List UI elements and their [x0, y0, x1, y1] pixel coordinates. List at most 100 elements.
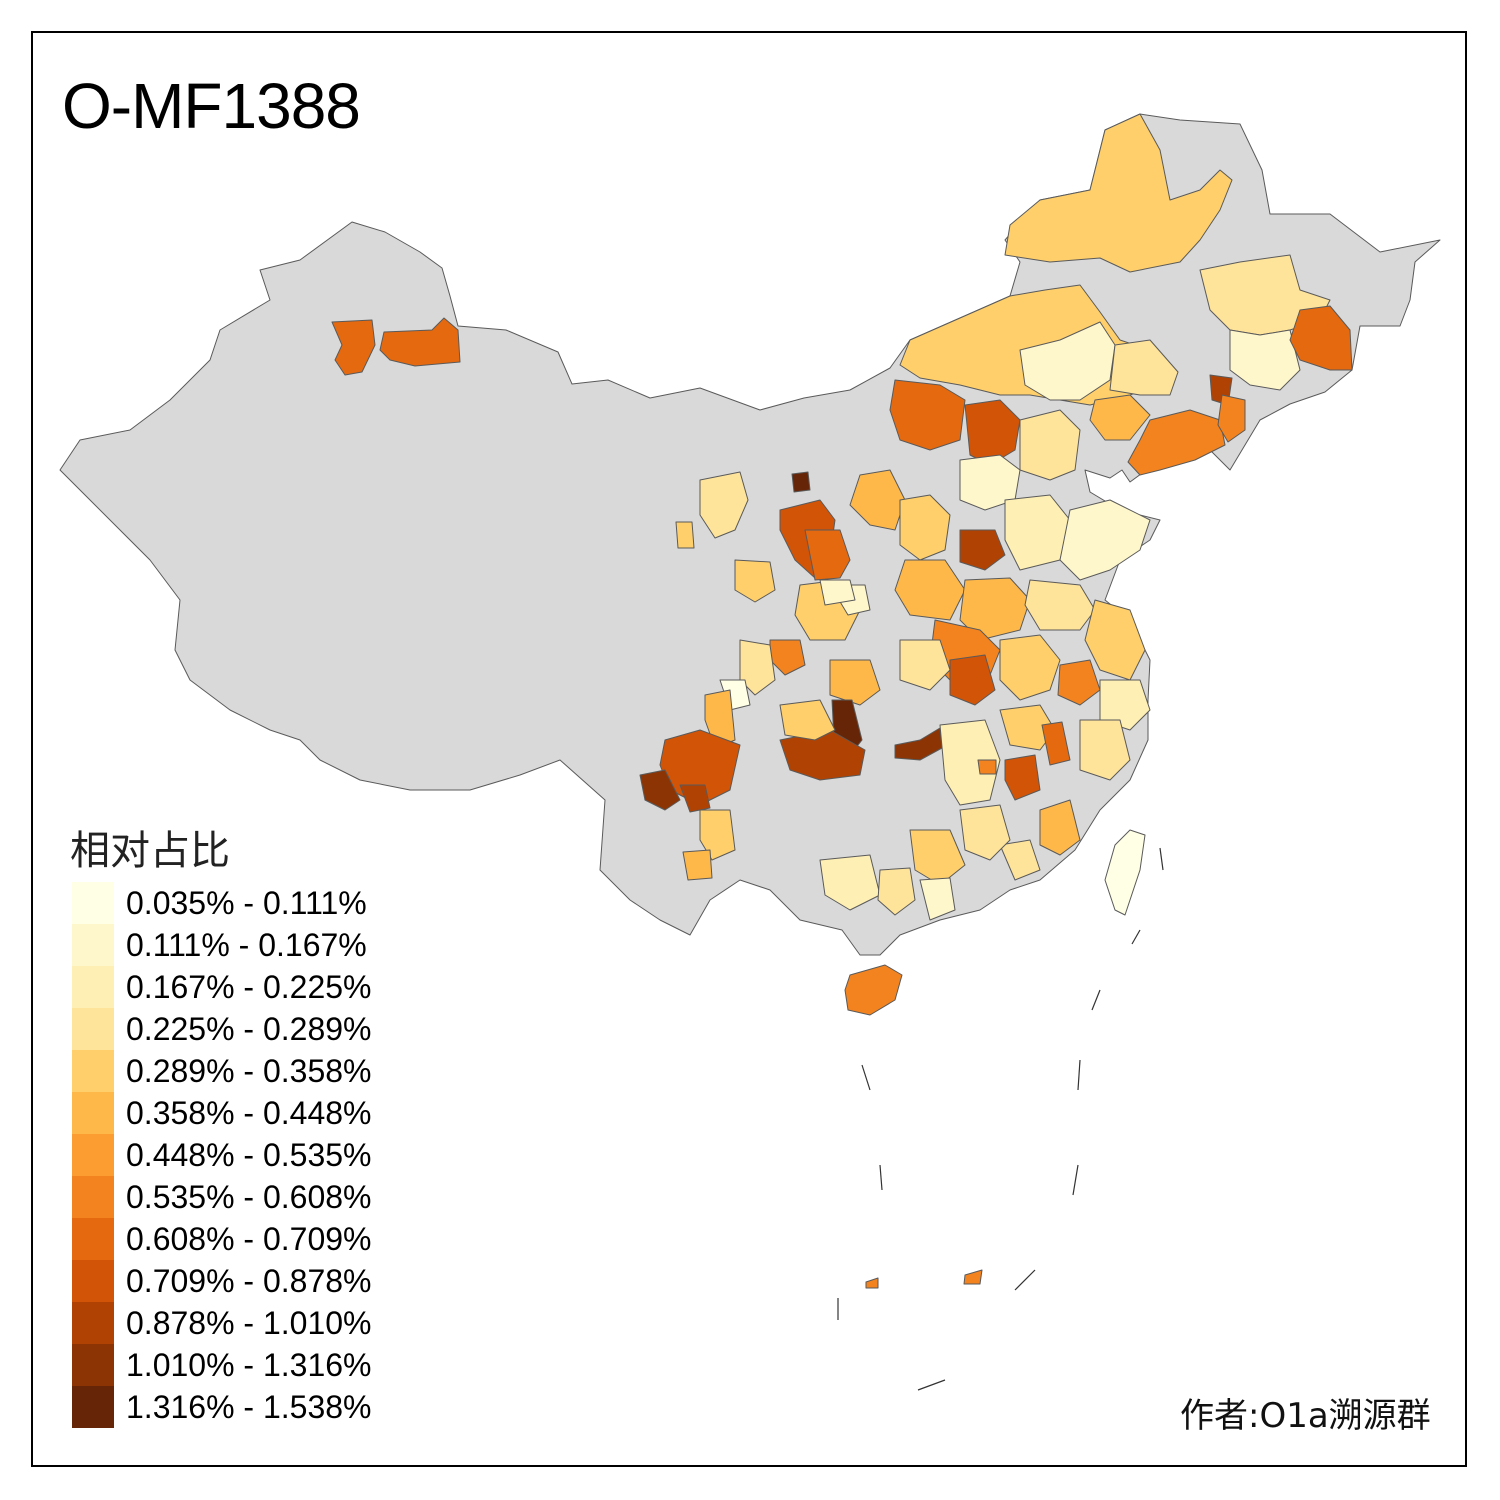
region-hulunbuir: [1004, 113, 1233, 273]
region-mudanjiang: [1289, 305, 1353, 371]
legend-label: 0.035% - 0.111%: [126, 885, 367, 921]
legend-item: 0.878% - 1.010%: [72, 1302, 412, 1344]
region-chengdu-west: [739, 639, 776, 696]
legend-item: 0.608% - 0.709%: [72, 1218, 412, 1260]
author-credit: 作者:O1a溯源群: [1180, 1396, 1431, 1436]
legend-label: 1.010% - 1.316%: [126, 1347, 372, 1383]
region-guangxi-south: [819, 854, 881, 911]
legend-item: 0.358% - 0.448%: [72, 1092, 412, 1134]
region-guangxi-east: [877, 867, 916, 916]
region-gansu-dot: [675, 521, 695, 549]
region-jiangxi-west: [1004, 754, 1041, 801]
region-wuhan: [949, 654, 996, 706]
legend-label: 0.878% - 1.010%: [126, 1305, 372, 1341]
region-hunan: [939, 719, 1001, 806]
region-yulin: [804, 529, 851, 581]
region-changde: [977, 759, 997, 775]
region-hefei: [1057, 659, 1101, 706]
region-shaanxi-yanan: [819, 579, 856, 606]
legend-label: 0.709% - 0.878%: [126, 1263, 372, 1299]
nine-dash-line: [837, 847, 1164, 1391]
legend-swatch: [72, 1050, 114, 1092]
region-jilin-central: [1019, 321, 1116, 401]
region-zhejiang: [1079, 719, 1131, 781]
legend-swatch: [72, 924, 114, 966]
region-jilin-west: [1109, 339, 1179, 396]
region-hebei-north: [1019, 409, 1081, 481]
legend-label: 0.167% - 0.225%: [126, 969, 372, 1005]
region-shanxi-south: [894, 559, 966, 621]
region-ningxia: [699, 471, 749, 539]
legend-item: 0.448% - 0.535%: [72, 1134, 412, 1176]
region-xuzhou: [1024, 579, 1096, 631]
region-liaoning-east: [1127, 409, 1226, 476]
legend-item: 0.709% - 0.878%: [72, 1260, 412, 1302]
region-anhui-north: [999, 634, 1061, 701]
legend-swatch: [72, 1008, 114, 1050]
region-shandong: [1059, 499, 1151, 581]
region-liaoning-dandong: [1217, 394, 1246, 443]
region-taiwan: [1104, 829, 1146, 916]
region-chifeng: [889, 379, 966, 451]
legend-swatch: [72, 1176, 114, 1218]
legend-swatch: [72, 1092, 114, 1134]
legend-label: 0.358% - 0.448%: [126, 1095, 372, 1131]
region-guangdong-central: [919, 877, 956, 921]
legend-label: 0.111% - 0.167%: [126, 927, 367, 963]
region-mainland: [59, 113, 1441, 956]
region-yunnan-south: [699, 809, 736, 861]
region-jiangsu-south: [1099, 679, 1151, 731]
legend-title: 相对占比: [70, 828, 230, 874]
legend-swatch: [72, 1344, 114, 1386]
legend-swatch: [72, 882, 114, 924]
region-island-small-1: [963, 1269, 983, 1285]
legend-label: 0.535% - 0.608%: [126, 1179, 372, 1215]
legend-swatch: [72, 1260, 114, 1302]
legend-item: 0.225% - 0.289%: [72, 1008, 412, 1050]
region-yibin: [779, 699, 836, 741]
region-fujian-west: [1039, 799, 1081, 856]
legend-item: 1.316% - 1.538%: [72, 1386, 412, 1428]
region-tacheng: [331, 319, 376, 376]
legend: 0.035% - 0.111% 0.111% - 0.167% 0.167% - 0…: [72, 882, 412, 1428]
legend-swatch: [72, 1134, 114, 1176]
legend-swatch: [72, 1386, 114, 1428]
legend-item: 1.010% - 1.316%: [72, 1344, 412, 1386]
legend-item: 0.035% - 0.111%: [72, 882, 412, 924]
legend-item: 0.289% - 0.358%: [72, 1050, 412, 1092]
region-xilingol: [964, 399, 1021, 466]
legend-label: 0.225% - 0.289%: [126, 1011, 372, 1047]
region-shanxi-north: [899, 494, 951, 561]
legend-item: 0.535% - 0.608%: [72, 1176, 412, 1218]
legend-label: 0.608% - 0.709%: [126, 1221, 372, 1257]
region-island-small-2: [865, 1277, 879, 1289]
legend-label: 0.289% - 0.358%: [126, 1053, 372, 1089]
region-guangdong-north: [959, 804, 1011, 861]
legend-swatch: [72, 1302, 114, 1344]
legend-item: 0.111% - 0.167%: [72, 924, 412, 966]
map-frame: [31, 31, 1467, 1467]
region-guangxi-guilin: [909, 829, 966, 886]
region-henan-north: [959, 577, 1031, 641]
legend-item: 0.167% - 0.225%: [72, 966, 412, 1008]
legend-label: 1.316% - 1.538%: [126, 1389, 372, 1425]
region-hainan: [844, 964, 903, 1016]
region-baotou: [849, 469, 906, 531]
region-gansu-tianshui: [734, 559, 776, 603]
region-hubei-north: [899, 639, 951, 691]
map-title: O-MF1388: [62, 70, 361, 142]
region-wuhai: [791, 471, 811, 493]
region-baoshan: [639, 769, 681, 811]
region-nanchang: [1041, 721, 1071, 766]
region-altay: [379, 317, 461, 367]
region-liaoning-west: [1089, 394, 1151, 441]
region-shijiazhuang: [959, 529, 1006, 571]
region-chongqing-north: [829, 659, 881, 706]
region-yunnan-sw: [682, 849, 713, 881]
region-lincang: [679, 784, 711, 813]
region-heilongjiang-mid: [1229, 329, 1301, 391]
region-fujian-south: [999, 839, 1041, 881]
legend-swatch: [72, 1218, 114, 1260]
legend-label: 0.448% - 0.535%: [126, 1137, 372, 1173]
